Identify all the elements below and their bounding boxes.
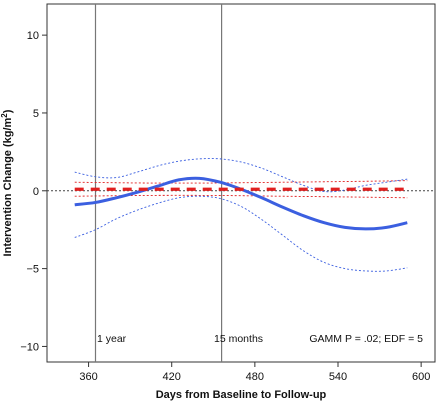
y-axis-title-close: ) bbox=[2, 109, 14, 113]
x-tick-label: 480 bbox=[246, 371, 264, 383]
plot-frame bbox=[46, 3, 436, 363]
control-lower-ci-line bbox=[74, 194, 408, 199]
x-tick-label: 360 bbox=[79, 371, 97, 383]
y-tick-label: −10 bbox=[20, 341, 39, 353]
y-axis-title-superscript: 2 bbox=[0, 113, 9, 118]
x-axis-title: Days from Baseline to Follow-up bbox=[156, 389, 327, 401]
x-tick-label: 420 bbox=[163, 371, 181, 383]
annotation-fifteen-months: 15 months bbox=[214, 333, 263, 345]
control-upper-ci-line bbox=[74, 180, 408, 184]
y-tick-label: 5 bbox=[33, 108, 39, 120]
annotation-stats: GAMM P = .02; EDF = 5 bbox=[309, 333, 423, 345]
x-tick-label: 540 bbox=[329, 371, 347, 383]
y-axis-title-main: Intervention Change (kg/m bbox=[2, 117, 14, 256]
intervention-lower-ci-line bbox=[74, 195, 408, 272]
y-tick-label: 10 bbox=[27, 30, 39, 42]
annotation-one-year: 1 year bbox=[97, 333, 127, 345]
y-tick-label: 0 bbox=[33, 186, 39, 198]
y-axis-title: Intervention Change (kg/m2) bbox=[0, 109, 14, 256]
y-tick-label: −5 bbox=[26, 264, 39, 276]
x-tick-label: 600 bbox=[412, 371, 430, 383]
